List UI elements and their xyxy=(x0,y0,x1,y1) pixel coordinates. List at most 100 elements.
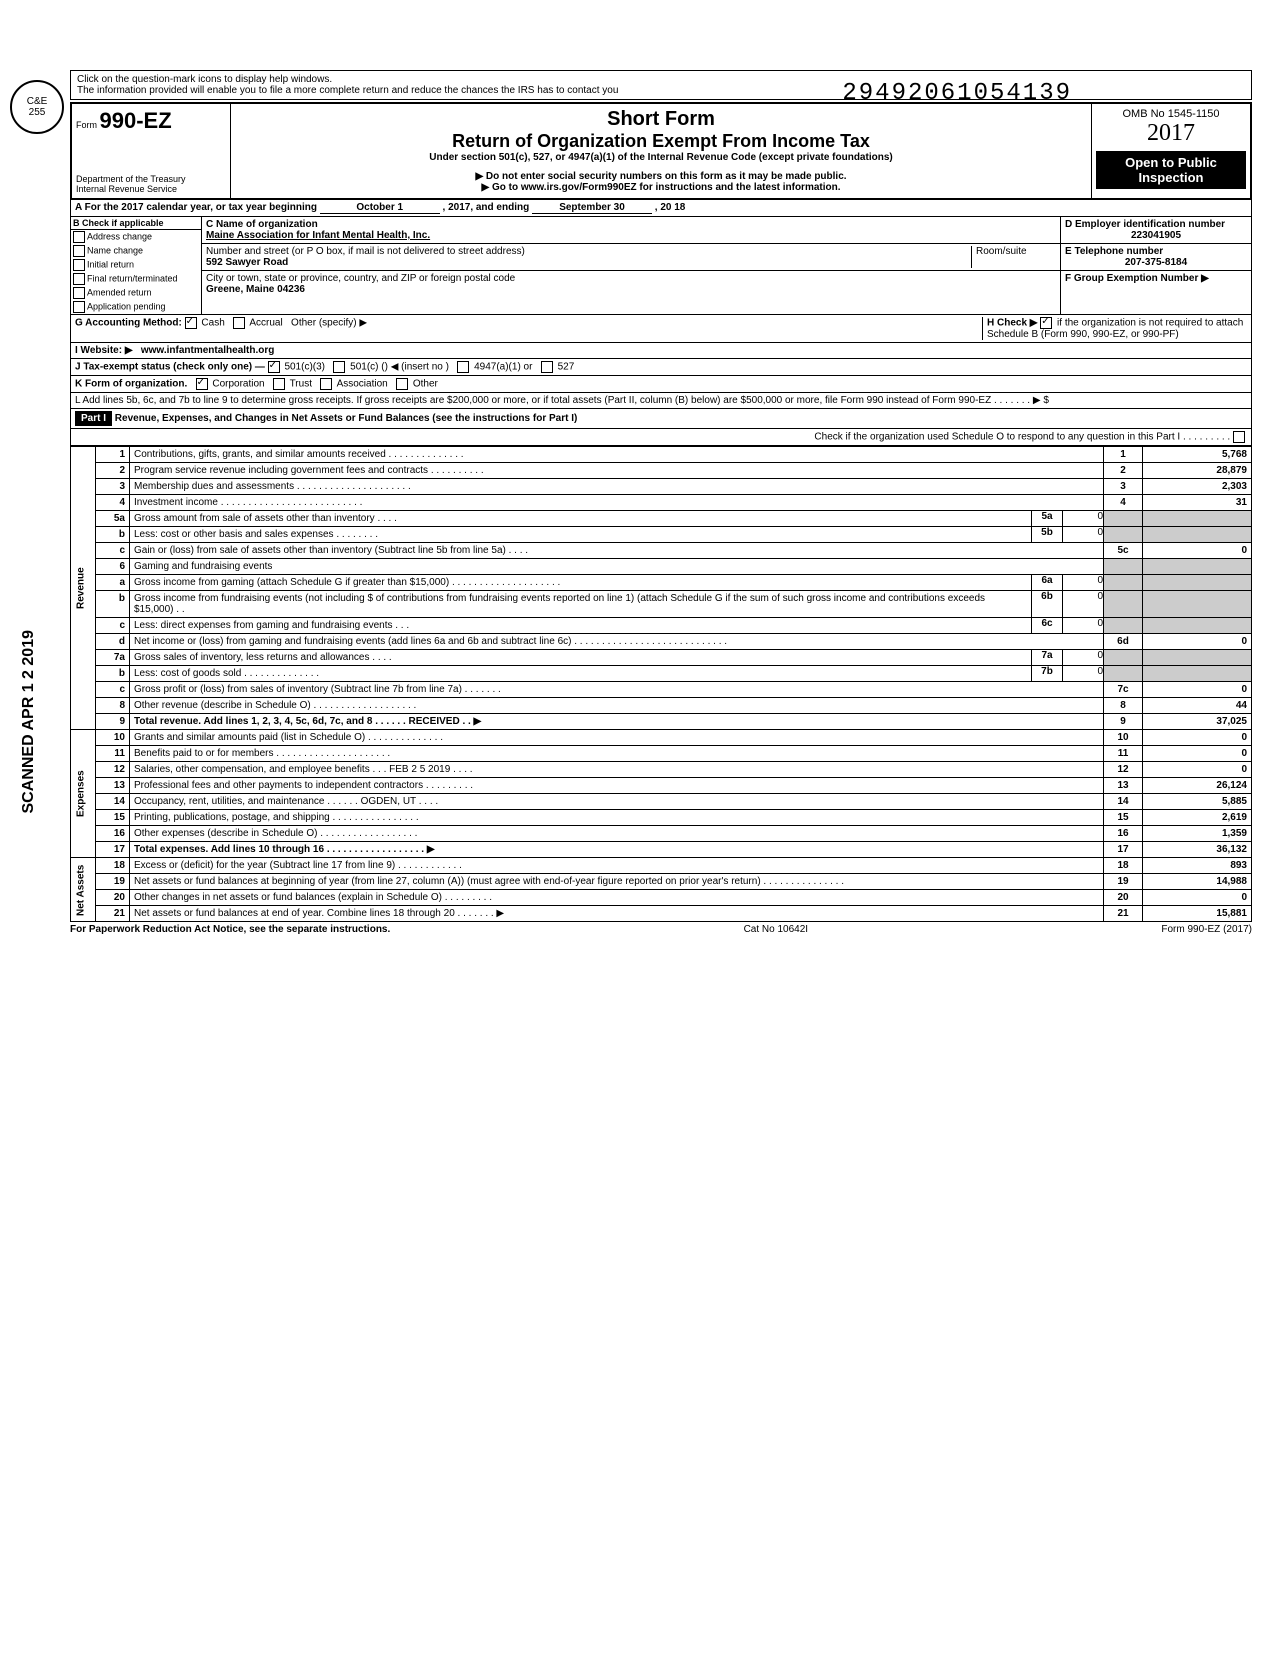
line6b-num: b xyxy=(96,591,130,618)
line20-num: 20 xyxy=(96,890,130,906)
check-accrual[interactable] xyxy=(233,317,245,329)
line8-value: 44 xyxy=(1143,698,1252,714)
label-association: Association xyxy=(337,379,388,390)
line15-box: 15 xyxy=(1104,810,1143,826)
check-amended-return[interactable]: Amended return xyxy=(71,286,201,300)
org-name: Maine Association for Infant Mental Heal… xyxy=(206,230,430,241)
check-address-change[interactable]: Address change xyxy=(71,230,201,244)
check-schedule-b[interactable] xyxy=(1040,317,1052,329)
line6a-subval: 0 xyxy=(1062,575,1103,590)
line10-box: 10 xyxy=(1104,730,1143,746)
line5b-shade xyxy=(1104,527,1143,543)
cell-address: Number and street (or P O box, if mail i… xyxy=(202,244,1060,271)
revenue-section-label: Revenue xyxy=(71,447,96,730)
part1-check-label: Check if the organization used Schedule … xyxy=(814,432,1230,443)
line15-num: 15 xyxy=(96,810,130,826)
check-527[interactable] xyxy=(541,361,553,373)
line1-box: 1 xyxy=(1104,447,1143,463)
line4-label: Investment income . . . . . . . . . . . … xyxy=(130,495,1104,511)
expenses-section-label: Expenses xyxy=(71,730,96,858)
line7b-shade xyxy=(1104,666,1143,682)
line14-box: 14 xyxy=(1104,794,1143,810)
label-501c: 501(c) ( xyxy=(350,362,384,373)
check-other-org[interactable] xyxy=(396,378,408,390)
line7a-shade2 xyxy=(1143,650,1252,666)
line3-value: 2,303 xyxy=(1143,479,1252,495)
line7a-subbox: 7a xyxy=(1031,650,1062,665)
line18-value: 893 xyxy=(1143,858,1252,874)
check-final-return[interactable]: Final return/terminated xyxy=(71,272,201,286)
line7b-subval: 0 xyxy=(1062,666,1103,681)
row-a-mid: , 2017, and ending xyxy=(443,202,530,213)
check-schedule-o[interactable] xyxy=(1233,431,1245,443)
line6-shade2 xyxy=(1143,559,1252,575)
line1-label: Contributions, gifts, grants, and simila… xyxy=(130,447,1104,463)
check-name-change[interactable]: Name change xyxy=(71,244,201,258)
irs-label: Internal Revenue Service xyxy=(76,184,226,194)
line21-num: 21 xyxy=(96,906,130,922)
line6d-box: 6d xyxy=(1104,634,1143,650)
line10-num: 10 xyxy=(96,730,130,746)
line5b-subval: 0 xyxy=(1062,527,1103,542)
line5c-num: c xyxy=(96,543,130,559)
part1-table: Revenue 1 Contributions, gifts, grants, … xyxy=(70,446,1252,922)
line6b-subbox: 6b xyxy=(1031,591,1062,617)
label-4947: 4947(a)(1) or xyxy=(474,362,532,373)
line4-value: 31 xyxy=(1143,495,1252,511)
line5c-label: Gain or (loss) from sale of assets other… xyxy=(130,543,1104,559)
line2-label: Program service revenue including govern… xyxy=(130,463,1104,479)
check-cash[interactable] xyxy=(185,317,197,329)
check-application-pending[interactable]: Application pending xyxy=(71,300,201,314)
line12-num: 12 xyxy=(96,762,130,778)
cell-ein: D Employer identification number 2230419… xyxy=(1061,217,1251,244)
line6-shade xyxy=(1104,559,1143,575)
label-group-exemption: F Group Exemption Number ▶ xyxy=(1065,273,1209,284)
header-left: Form 990-EZ Department of the Treasury I… xyxy=(72,104,231,198)
check-501c[interactable] xyxy=(333,361,345,373)
line19-box: 19 xyxy=(1104,874,1143,890)
check-initial-return[interactable]: Initial return xyxy=(71,258,201,272)
line6d-label: Net income or (loss) from gaming and fun… xyxy=(130,634,1104,650)
line12-label: Salaries, other compensation, and employ… xyxy=(130,762,1104,778)
line6a-subbox: 6a xyxy=(1031,575,1062,590)
line6c-shade xyxy=(1104,618,1143,634)
line7b-subbox: 7b xyxy=(1031,666,1062,681)
check-corporation[interactable] xyxy=(196,378,208,390)
col-c-org-info: C Name of organization Maine Association… xyxy=(202,217,1060,314)
line11-num: 11 xyxy=(96,746,130,762)
check-trust[interactable] xyxy=(273,378,285,390)
part1-badge: Part I xyxy=(75,411,112,426)
col-def: D Employer identification number 2230419… xyxy=(1060,217,1251,314)
header-mid: Short Form Return of Organization Exempt… xyxy=(231,104,1092,198)
row-k-form-org: K Form of organization. Corporation Trus… xyxy=(70,376,1252,393)
line17-box: 17 xyxy=(1104,842,1143,858)
check-501c3[interactable] xyxy=(268,361,280,373)
line6b-subval: 0 xyxy=(1062,591,1103,617)
line15-value: 2,619 xyxy=(1143,810,1252,826)
check-4947[interactable] xyxy=(457,361,469,373)
line21-label: Net assets or fund balances at end of ye… xyxy=(130,906,1104,922)
row-a-suffix: , 20 xyxy=(655,202,672,213)
line14-value: 5,885 xyxy=(1143,794,1252,810)
label-address: Number and street (or P O box, if mail i… xyxy=(206,246,525,257)
line7a-subval: 0 xyxy=(1062,650,1103,665)
tax-year-start: October 1 xyxy=(320,202,440,214)
label-cash: Cash xyxy=(201,318,224,329)
stamp-line2: 255 xyxy=(29,107,46,118)
line7b-label: Less: cost of goods sold . . . . . . . .… xyxy=(130,666,1031,681)
line11-value: 0 xyxy=(1143,746,1252,762)
line9-label: Total revenue. Add lines 1, 2, 3, 4, 5c,… xyxy=(130,714,1104,730)
line6a-num: a xyxy=(96,575,130,591)
label-accrual: Accrual xyxy=(249,318,282,329)
line6-label: Gaming and fundraising events xyxy=(130,559,1104,575)
line7a-num: 7a xyxy=(96,650,130,666)
line6a-shade2 xyxy=(1143,575,1252,591)
line6c-subval: 0 xyxy=(1062,618,1103,633)
line6d-num: d xyxy=(96,634,130,650)
website-url: www.infantmentalhealth.org xyxy=(141,345,275,356)
check-association[interactable] xyxy=(320,378,332,390)
line2-value: 28,879 xyxy=(1143,463,1252,479)
line15-label: Printing, publications, postage, and shi… xyxy=(130,810,1104,826)
document-number: 29492061054139 xyxy=(842,80,1072,107)
subtitle-ssn: ▶ Do not enter social security numbers o… xyxy=(235,171,1087,182)
